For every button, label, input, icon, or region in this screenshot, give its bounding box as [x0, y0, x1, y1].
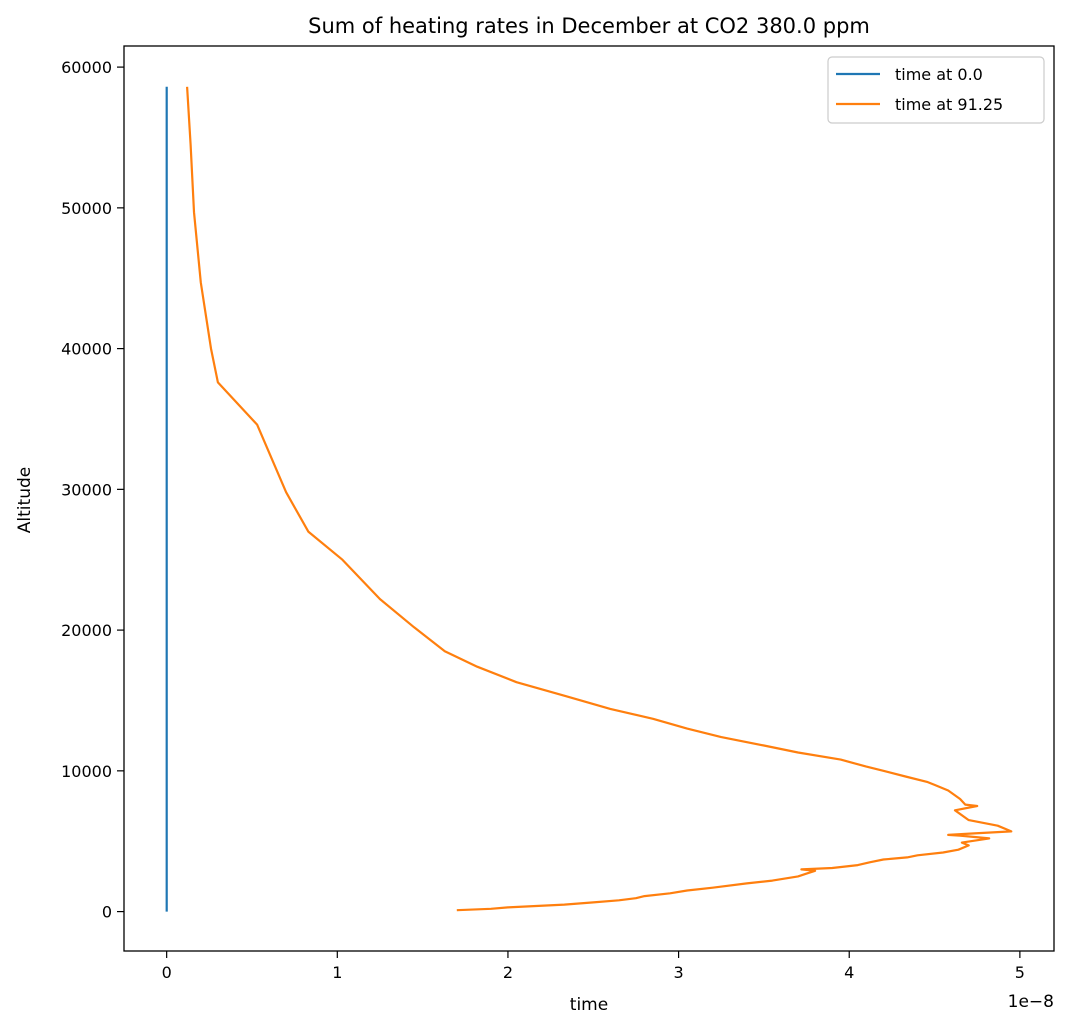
legend-label-time-at-91: time at 91.25	[895, 95, 1003, 114]
x-axis-offset-label: 1e−8	[1008, 992, 1054, 1012]
x-tick-label: 3	[673, 963, 683, 982]
legend-box	[827, 56, 1045, 124]
chart-title: Sum of heating rates in December at CO2 …	[308, 14, 870, 38]
y-tick-label: 30000	[61, 480, 112, 499]
y-tick-label: 50000	[61, 199, 112, 218]
y-tick-label: 0	[102, 903, 112, 922]
y-tick-label: 40000	[61, 340, 112, 359]
legend-label-time-at-0: time at 0.0	[895, 65, 983, 84]
series-line-1	[186, 86, 1013, 912]
plot-area	[165, 86, 1013, 912]
x-tick-label: 4	[844, 963, 854, 982]
axes-ticks: 0 1 2 3 4 5 0 10000 20000 30000 40000 50000 60000	[61, 58, 1025, 982]
legend: time at 0.0 time at 91.25	[827, 56, 1045, 124]
x-tick-label: 5	[1015, 963, 1025, 982]
axes-frame	[123, 45, 1055, 952]
y-tick-label: 20000	[61, 621, 112, 640]
x-tick-label: 2	[503, 963, 513, 982]
x-tick-label: 1	[332, 963, 342, 982]
y-tick-label: 10000	[61, 762, 112, 781]
y-tick-label: 60000	[61, 58, 112, 77]
y-axis-label: Altitude	[15, 467, 35, 533]
x-axis-label: time	[570, 995, 608, 1015]
x-tick-label: 0	[162, 963, 172, 982]
